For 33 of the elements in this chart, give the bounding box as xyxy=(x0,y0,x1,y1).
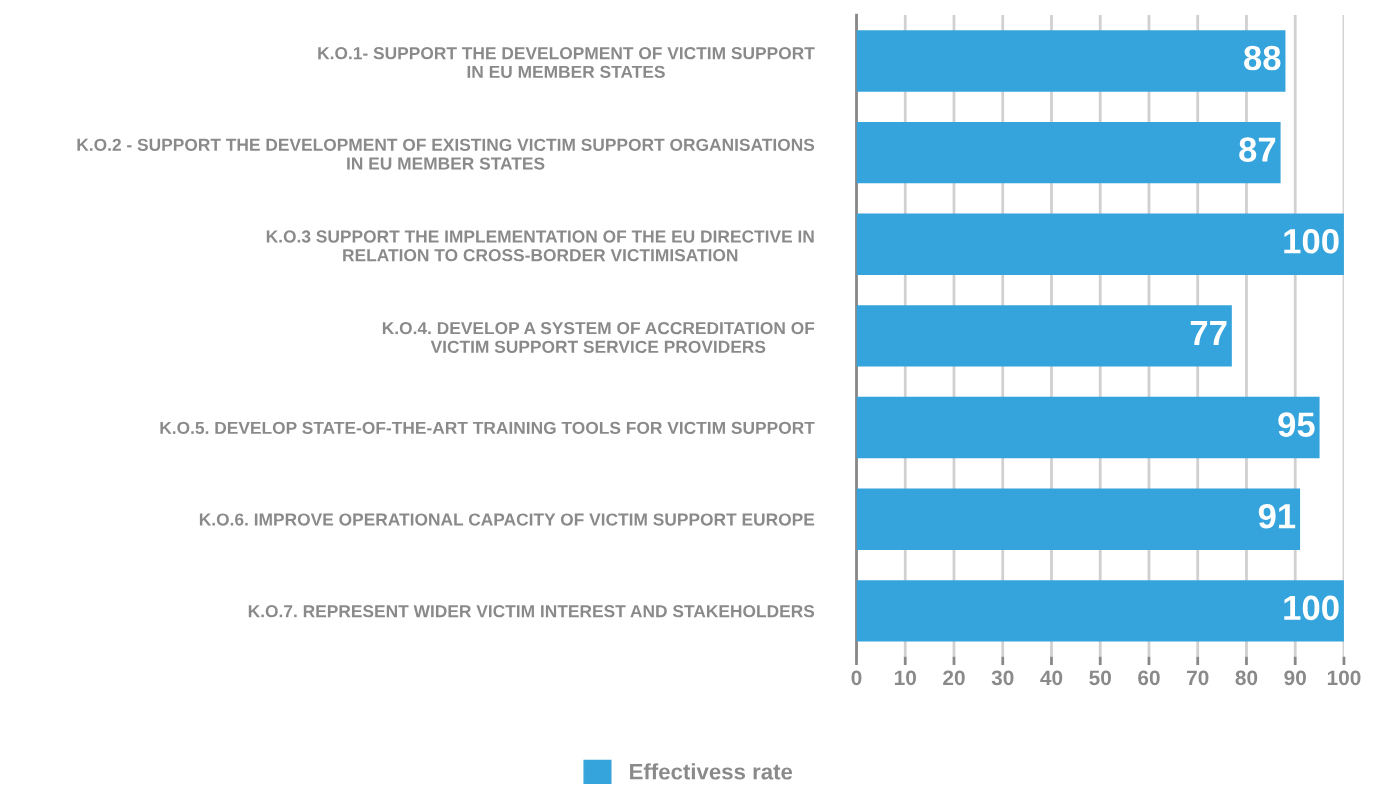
data-label: 95 xyxy=(1278,412,1315,437)
x-tick-label: 60 xyxy=(1138,670,1160,686)
bar xyxy=(856,121,1281,184)
data-label: 88 xyxy=(1244,45,1281,71)
data-label: 77 xyxy=(1190,321,1227,345)
x-tick-label: 90 xyxy=(1284,670,1306,686)
y-tick-label: K.O.6. IMPROVE OPERATIONAL CAPACITY OF VICTIM SUPPORT EUROPE xyxy=(199,513,815,526)
bar xyxy=(856,396,1320,459)
x-tick-label: 100 xyxy=(1327,670,1361,686)
x-tick-label: 40 xyxy=(1040,670,1063,686)
y-tick-label: K.O.2 - SUPPORT THE DEVELOPMENT OF EXISTING VICTIM SUPPORT ORGANISATIONS IN EU MEMBER STATES xyxy=(77,138,815,170)
y-tick-label: K.O.3 SUPPORT THE IMPLEMENTATION OF THE EU DIRECTIVE IN RELATION TO CROSS-BORDER VICTIMISATION xyxy=(266,230,814,262)
x-tick-label: 0 xyxy=(851,670,862,686)
x-tick-label: 70 xyxy=(1187,670,1209,686)
x-tick-label: 80 xyxy=(1235,670,1258,686)
y-tick-label: K.O.5. DEVELOP STATE-OF-THE-ART TRAINING TOOLS FOR VICTIM SUPPORT xyxy=(160,421,815,435)
y-tick-label: K.O.1- SUPPORT THE DEVELOPMENT OF VICTIM SUPPORT IN EU MEMBER STATES xyxy=(318,47,815,79)
x-tick-label: 50 xyxy=(1089,670,1111,686)
bar xyxy=(856,30,1286,92)
y-tick-label: K.O.4. DEVELOP A SYSTEM OF ACCREDITATION OF VICTIM SUPPORT SERVICE PROVIDERS xyxy=(382,321,815,353)
legend-label: Effectivess rate xyxy=(630,763,793,780)
x-tick-label: 20 xyxy=(943,670,965,686)
y-tick-label: K.O.7. REPRESENT WIDER VICTIM INTEREST AND STAKEHOLDERS xyxy=(248,605,815,618)
x-tick-label: 10 xyxy=(894,670,916,686)
bar xyxy=(856,580,1344,642)
data-label: 91 xyxy=(1258,503,1296,529)
data-label: 100 xyxy=(1284,228,1339,254)
data-label: 87 xyxy=(1239,137,1276,162)
x-tick-label: 30 xyxy=(991,670,1014,686)
bar xyxy=(856,213,1344,275)
bar xyxy=(856,488,1301,550)
data-label: 100 xyxy=(1284,595,1339,621)
bar xyxy=(856,305,1232,367)
